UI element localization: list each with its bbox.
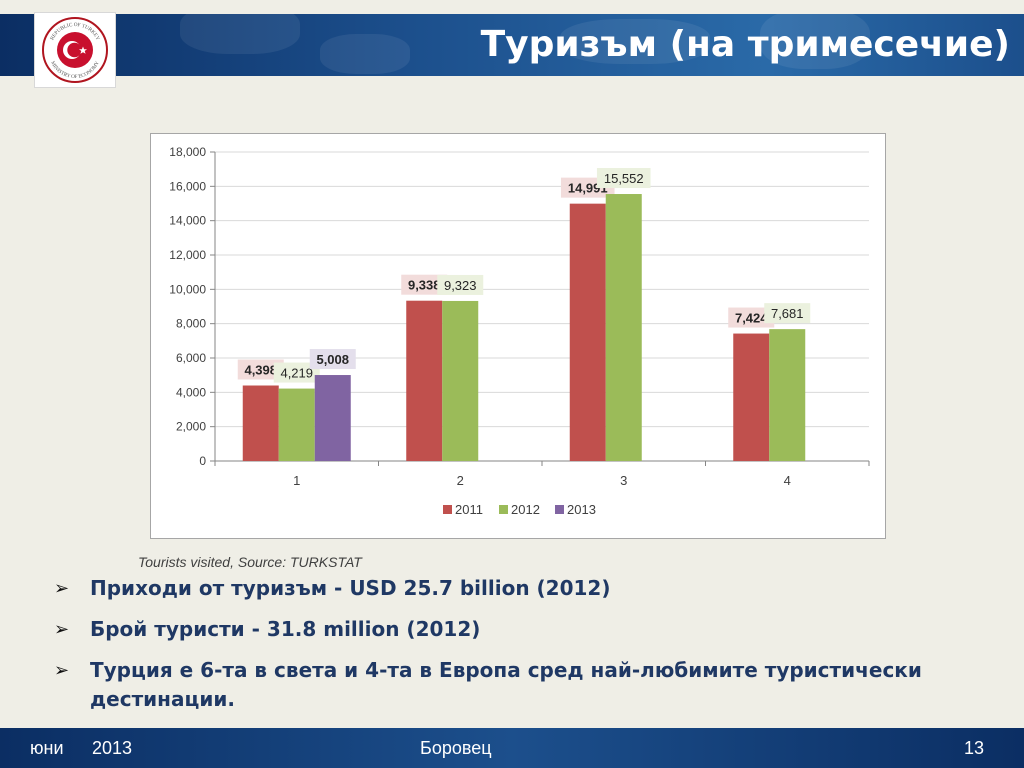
x-tick-label: 1 [293,473,300,488]
legend-label-2011: 2011 [455,502,483,517]
data-label-bg [309,349,356,370]
y-tick-label: 8,000 [176,317,206,331]
y-tick-label: 6,000 [176,351,206,365]
footer-place: Боровец [420,738,492,758]
bar-2013-q1 [314,375,351,461]
map-decoration [560,19,710,64]
data-label: 15,552 [604,171,644,186]
footer-page-number: 13 [964,738,985,758]
slide-title: Туризъм (на тримесечие) [480,24,1010,65]
bar-2011-q1 [242,385,279,461]
bullet-list: ➢ Приходи от туризъм - USD 25.7 billion … [54,574,984,726]
y-tick-label: 4,000 [176,385,206,399]
ministry-logo: REPUBLIC OF TURKEY MINISTRY OF ECONOMY [34,12,116,88]
arrow-bullet-icon: ➢ [54,619,70,640]
data-label: 4,219 [280,366,313,381]
bullet-item: ➢ Турция е 6-та в света и 4-та в Европа … [54,656,984,714]
chart-container: 0 2,000 4,000 6,000 8,000 10,000 12,000 14,000 1… [150,133,886,539]
legend-swatch-2011 [443,505,452,514]
data-label-bg [728,307,775,328]
bullet-text: Приходи от туризъм - USD 25.7 billion (2… [90,576,611,600]
map-decoration [180,14,300,54]
bar-2011-q2 [406,300,443,461]
data-label-bg [764,303,811,324]
legend-swatch-2013 [555,505,564,514]
footer-month: юни [30,738,64,758]
bar-2012-q4 [769,329,806,461]
bullet-item: ➢ Брой туристи - 31.8 million (2012) [54,615,984,644]
legend-label-2012: 2012 [511,502,540,517]
data-label: 7,424 [735,311,768,326]
source-note: Tourists visited, Source: TURKSTAT [138,554,362,570]
y-tick-label: 14,000 [169,214,206,228]
bullet-item: ➢ Приходи от туризъм - USD 25.7 billion … [54,574,984,603]
data-label: 4,398 [244,363,277,378]
data-label: 9,338 [408,278,441,293]
footer-year: 2013 [92,738,133,758]
bullet-text: Брой туристи - 31.8 million (2012) [90,617,481,641]
data-label-bg [401,274,448,295]
legend-swatch-2012 [499,505,508,514]
footer-bar: юни 2013 Боровец 13 [0,728,1024,768]
bar-2011-q4 [733,333,770,461]
bar-2012-q1 [278,388,315,461]
bar-2011-q3 [569,203,606,461]
ministry-seal-icon: REPUBLIC OF TURKEY MINISTRY OF ECONOMY [42,17,108,83]
x-tick-label: 4 [784,473,791,488]
x-tick-label: 2 [457,473,464,488]
header-bar [0,14,1024,76]
data-label-bg [237,359,284,380]
y-tick-label: 10,000 [169,282,206,296]
bar-2012-q3 [605,194,642,462]
data-label-bg [596,168,651,189]
map-decoration [760,14,870,69]
data-label: 9,323 [444,278,477,293]
map-decoration [320,34,410,74]
data-label-bg [273,362,320,383]
y-tick-label: 2,000 [176,420,206,434]
y-tick-label: 18,000 [169,145,206,159]
legend-label-2013: 2013 [567,502,596,517]
quarterly-tourists-chart: 0 2,000 4,000 6,000 8,000 10,000 12,000 14,000 1… [169,145,870,517]
bar-2012-q2 [442,300,479,461]
data-label-bg [437,274,484,295]
bullet-text: Турция е 6-та в света и 4-та в Европа ср… [90,658,922,711]
arrow-bullet-icon: ➢ [54,660,70,681]
data-label: 5,008 [316,352,349,367]
y-tick-label: 12,000 [169,248,206,262]
data-label: 7,681 [771,306,804,321]
y-tick-label: 0 [199,454,206,468]
y-tick-label: 16,000 [169,179,206,193]
x-tick-label: 3 [620,473,627,488]
arrow-bullet-icon: ➢ [54,578,70,599]
